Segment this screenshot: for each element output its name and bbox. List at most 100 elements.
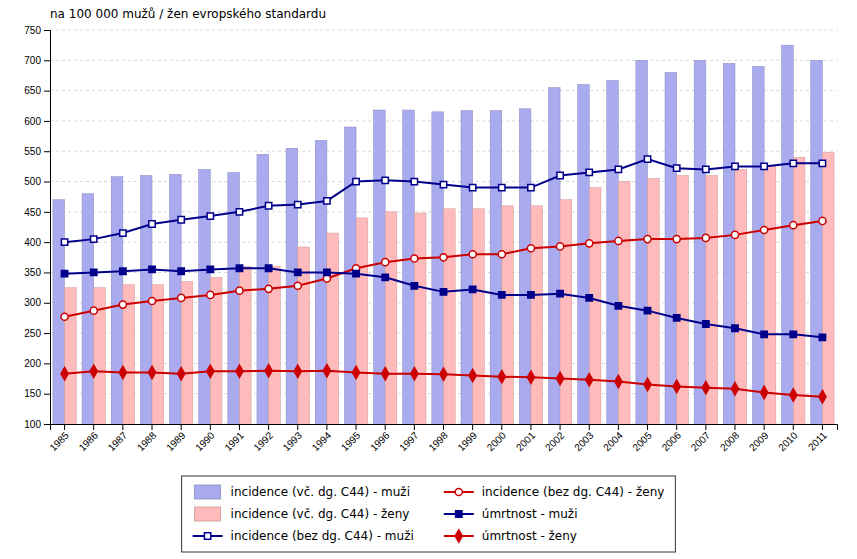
marker xyxy=(528,292,534,298)
x-tick-mark xyxy=(414,424,415,430)
marker xyxy=(673,380,680,392)
x-tick-mark xyxy=(297,424,298,430)
y-tick-mark xyxy=(44,363,50,364)
legend-item: incidence (bez dg. C44) - ženy xyxy=(444,485,665,499)
bar xyxy=(822,152,834,424)
marker xyxy=(674,165,680,171)
marker xyxy=(761,163,767,169)
marker xyxy=(236,287,243,294)
x-tick: 1990 xyxy=(193,424,217,453)
x-tick: 1998 xyxy=(426,424,450,453)
marker xyxy=(149,221,155,227)
marker xyxy=(61,271,67,277)
y-tick: 350 xyxy=(24,267,50,278)
marker xyxy=(265,285,272,292)
marker xyxy=(644,236,651,243)
line-series xyxy=(61,156,825,245)
bar xyxy=(793,157,805,424)
x-tick: 2006 xyxy=(660,424,684,453)
x-tick-label: 2003 xyxy=(572,429,596,453)
marker xyxy=(731,231,738,238)
x-tick-label: 2008 xyxy=(718,429,742,453)
y-tick-label: 100 xyxy=(24,419,41,430)
grid-line xyxy=(50,60,837,61)
marker xyxy=(615,375,622,387)
x-tick-mark xyxy=(734,424,735,430)
x-tick-label: 1985 xyxy=(47,429,71,453)
marker xyxy=(382,274,388,280)
bar xyxy=(531,206,543,424)
marker xyxy=(178,268,184,274)
marker xyxy=(295,201,301,207)
x-tick: 1999 xyxy=(456,424,480,453)
marker xyxy=(469,251,476,258)
legend-swatch xyxy=(195,507,221,521)
x-tick-mark xyxy=(64,424,65,430)
marker xyxy=(761,386,768,398)
x-tick-label: 1999 xyxy=(456,429,480,453)
marker xyxy=(557,243,564,250)
y-tick: 250 xyxy=(24,328,50,339)
x-tick-label: 1995 xyxy=(339,429,363,453)
marker xyxy=(644,156,650,162)
x-tick-label: 2004 xyxy=(601,429,625,453)
y-tick-mark xyxy=(44,424,50,425)
bar xyxy=(152,285,164,424)
marker xyxy=(178,294,185,301)
y-tick-mark xyxy=(44,91,50,92)
x-tick: 2001 xyxy=(514,424,538,453)
x-tick-mark xyxy=(210,424,211,430)
marker xyxy=(819,334,825,340)
x-tick-mark xyxy=(239,424,240,430)
marker xyxy=(149,266,155,272)
marker xyxy=(703,166,709,172)
marker xyxy=(644,307,650,313)
y-tick-label: 600 xyxy=(24,116,41,127)
marker xyxy=(61,367,68,379)
marker xyxy=(61,239,67,245)
x-tick: 1994 xyxy=(310,424,334,453)
y-axis-line xyxy=(44,31,51,425)
legend-marker xyxy=(204,533,210,539)
marker xyxy=(644,378,651,390)
x-tick-mark xyxy=(93,424,94,430)
marker xyxy=(498,251,505,258)
legend-swatch xyxy=(195,485,221,499)
x-tick-mark xyxy=(326,424,327,430)
marker xyxy=(265,364,272,376)
marker xyxy=(352,366,359,378)
x-tick-label: 2000 xyxy=(485,429,509,453)
y-tick: 550 xyxy=(24,146,50,157)
marker xyxy=(61,313,68,320)
x-tick-mark xyxy=(676,424,677,430)
x-tick-mark xyxy=(152,424,153,430)
y-tick: 600 xyxy=(24,116,50,127)
legend-item: úmrtnost - ženy xyxy=(444,529,577,543)
x-tick: 2009 xyxy=(747,424,771,453)
bar xyxy=(589,188,601,424)
x-tick: 1987 xyxy=(106,424,130,453)
x-tick-label: 2002 xyxy=(543,429,567,453)
y-tick: 400 xyxy=(24,237,50,248)
marker xyxy=(324,269,330,275)
marker xyxy=(556,372,563,384)
marker xyxy=(324,198,330,204)
x-tick-mark xyxy=(560,424,561,430)
legend-label: incidence (bez dg. C44) - muži xyxy=(231,529,414,543)
marker xyxy=(702,381,709,393)
marker xyxy=(207,291,214,298)
marker xyxy=(731,383,738,395)
marker xyxy=(819,217,826,224)
bar xyxy=(548,88,560,424)
x-tick-label: 2007 xyxy=(689,429,713,453)
x-tick: 2004 xyxy=(601,424,625,453)
grid-line xyxy=(50,30,837,31)
x-tick-mark xyxy=(356,424,357,430)
bar xyxy=(414,213,426,424)
marker xyxy=(790,331,796,337)
bar xyxy=(111,177,123,424)
bar xyxy=(385,212,397,424)
marker xyxy=(586,240,593,247)
marker xyxy=(615,303,621,309)
x-tick-label: 2005 xyxy=(630,429,654,453)
